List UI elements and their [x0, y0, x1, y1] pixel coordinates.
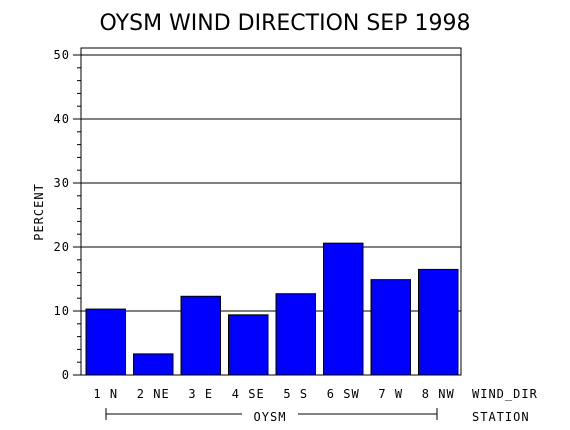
x-tick-label: 5 S [283, 387, 308, 401]
x-tick-label: 4 SE [232, 387, 265, 401]
bar [323, 242, 364, 376]
chart-title: OYSM WIND DIRECTION SEP 1998 [100, 11, 471, 36]
y-tick-label: 10 [54, 304, 70, 318]
x-tick-label: 2 NE [137, 387, 170, 401]
y-tick-label: 50 [54, 48, 70, 62]
bar [370, 279, 411, 376]
x-axis-label: WIND_DIR [472, 387, 538, 401]
x-tick-label: 7 W [378, 387, 403, 401]
station-axis-label: STATION [472, 410, 530, 424]
x-tick-label: 8 NW [422, 387, 455, 401]
bars [85, 242, 459, 376]
plot-frame [80, 47, 462, 376]
station-group-name: OYSM [254, 410, 287, 424]
x-axis: 1 N 2 NE 3 E 4 SE 5 S 6 SW 7 W 8 NW [93, 387, 455, 401]
bar [85, 308, 126, 376]
y-axis: 0 10 20 30 40 50 [54, 48, 81, 382]
x-tick-label: 6 SW [327, 387, 360, 401]
x-tick-label: 3 E [188, 387, 213, 401]
bar [228, 314, 269, 376]
y-tick-label: 0 [62, 368, 70, 382]
bar [180, 295, 221, 376]
bar [418, 268, 459, 376]
y-tick-label: 40 [54, 112, 70, 126]
y-axis-label: PERCENT [32, 183, 46, 241]
y-tick-label: 20 [54, 240, 70, 254]
x-tick-label: 1 N [93, 387, 118, 401]
station-group-bracket [105, 408, 438, 420]
y-tick-label: 30 [54, 176, 70, 190]
grid-lines [81, 54, 461, 312]
bar [275, 293, 316, 376]
bar [133, 353, 174, 376]
